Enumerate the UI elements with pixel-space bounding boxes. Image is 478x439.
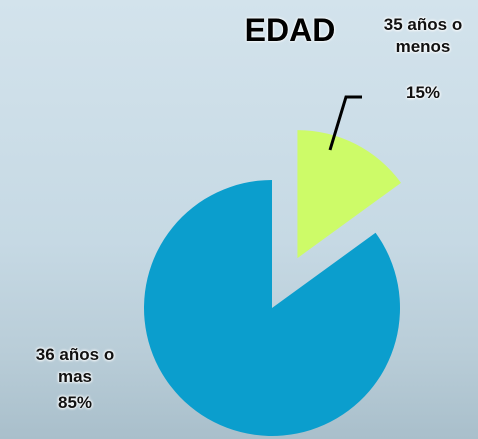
chart-title: EDAD xyxy=(230,12,350,49)
value-label: 85% xyxy=(20,392,130,414)
pie-slice xyxy=(297,130,401,258)
slice-label: 35 años o menos xyxy=(368,14,478,58)
value-label: 15% xyxy=(368,82,478,104)
slice-label: 36 años o mas xyxy=(20,344,130,388)
pie-slice xyxy=(144,180,400,436)
page: EDAD 35 años o menos 15% 36 años o mas 8… xyxy=(0,0,478,439)
